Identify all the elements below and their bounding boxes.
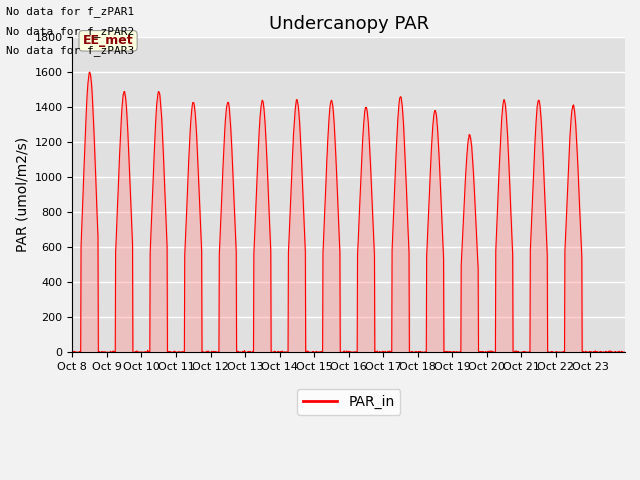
Legend: PAR_in: PAR_in <box>297 389 400 415</box>
Text: No data for f_zPAR3: No data for f_zPAR3 <box>6 45 134 56</box>
Text: EE_met: EE_met <box>83 35 133 48</box>
Text: No data for f_zPAR1: No data for f_zPAR1 <box>6 6 134 17</box>
Y-axis label: PAR (umol/m2/s): PAR (umol/m2/s) <box>15 137 29 252</box>
Title: Undercanopy PAR: Undercanopy PAR <box>269 15 429 33</box>
Text: No data for f_zPAR2: No data for f_zPAR2 <box>6 25 134 36</box>
